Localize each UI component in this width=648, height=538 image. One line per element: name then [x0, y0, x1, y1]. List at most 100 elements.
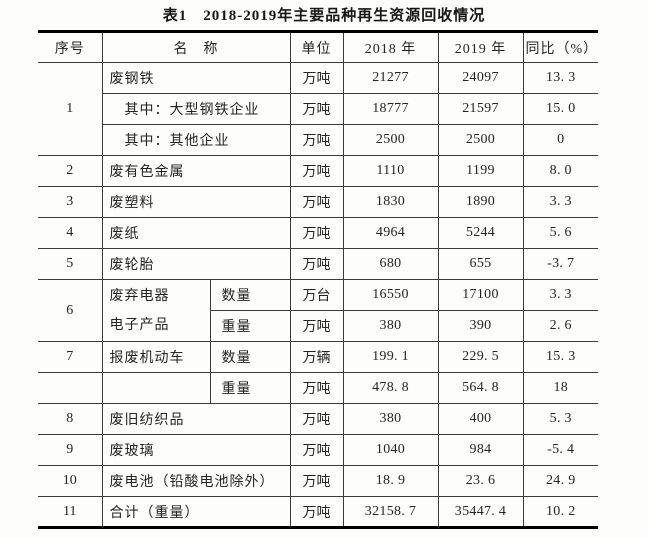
- cell-yoy: 24. 9: [522, 465, 598, 497]
- cell-2018: 380: [342, 310, 439, 342]
- col-header-name: 名 称: [101, 31, 291, 63]
- cell-index: 2: [38, 155, 103, 187]
- cell-unit: 万辆: [289, 341, 344, 373]
- table-row: 7 报废机动车 数量 万辆 199. 1 229. 5 15. 3: [38, 341, 598, 373]
- table-row: 重量 万吨 478. 8 564. 8 18: [38, 372, 598, 404]
- cell-unit: 万吨: [289, 62, 344, 94]
- table-row: 11 合计（重量） 万吨 32158. 7 35447. 4 10. 2: [38, 496, 598, 528]
- cell-2019: 400: [437, 403, 524, 435]
- cell-2018: 18. 9: [342, 465, 439, 497]
- cell-2018: 680: [342, 248, 439, 280]
- cell-yoy: 8. 0: [522, 155, 598, 187]
- cell-unit: 万吨: [289, 465, 344, 497]
- table-row: 4 废纸 万吨 4964 5244 5. 6: [38, 217, 598, 249]
- cell-name: 报废机动车: [101, 341, 211, 373]
- cell-2019: 5244: [437, 217, 524, 249]
- cell-2019: 1890: [437, 186, 524, 218]
- cell-unit: 万吨: [289, 496, 344, 528]
- table-title: 表1 2018-2019年主要品种再生资源回收情况: [162, 8, 486, 24]
- table-row: 10 废电池（铅酸电池除外） 万吨 18. 9 23. 6 24. 9: [38, 465, 598, 497]
- cell-2019: 21597: [437, 93, 524, 125]
- cell-index: 5: [38, 248, 103, 280]
- cell-name: 废有色金属: [101, 155, 291, 187]
- cell-index: 3: [38, 186, 103, 218]
- cell-2019: 984: [437, 434, 524, 466]
- table-row: 6 废弃电器电子产品 数量 万台 16550 17100 3. 3: [38, 279, 598, 342]
- cell-name: 废轮胎: [101, 248, 291, 280]
- cell-yoy: 15. 0: [522, 93, 598, 125]
- cell-2018: 4964: [342, 217, 439, 249]
- cell-index: 4: [38, 217, 103, 249]
- recycling-stats-table: 序号 名 称 单位 2018 年 2019 年 同比（%） 1 废钢铁 万吨 2…: [38, 30, 598, 529]
- cell-index: 1: [38, 62, 103, 156]
- cell-index: 7: [38, 341, 103, 373]
- table-row: 9 废玻璃 万吨 1040 984 -5. 4: [38, 434, 598, 466]
- cell-index: 8: [38, 403, 103, 435]
- cell-yoy: 18: [522, 372, 598, 404]
- cell-2019: 655: [437, 248, 524, 280]
- header-row: 序号 名 称 单位 2018 年 2019 年 同比（%）: [38, 31, 598, 63]
- cell-name: 其中：大型钢铁企业: [102, 93, 291, 125]
- cell-name: [101, 372, 211, 404]
- cell-subcategory: 数量: [209, 279, 291, 311]
- cell-2019: 24097: [437, 62, 524, 94]
- cell-name: 废纸: [101, 217, 291, 249]
- cell-unit: 万吨: [289, 403, 344, 435]
- cell-2019: 390: [437, 310, 524, 342]
- cell-2019: 1199: [437, 155, 524, 187]
- col-header-2018: 2018 年: [342, 31, 439, 63]
- cell-2019: 23. 6: [437, 465, 524, 497]
- table-row: 8 废旧纺织品 万吨 380 400 5. 3: [38, 403, 598, 435]
- cell-2018: 478. 8: [342, 372, 439, 404]
- cell-2019: 17100: [437, 279, 524, 311]
- cell-unit: 万吨: [289, 124, 344, 156]
- col-header-unit: 单位: [289, 31, 344, 63]
- cell-yoy: 2. 6: [522, 310, 598, 342]
- cell-index: 9: [38, 434, 103, 466]
- table-row: 2 废有色金属 万吨 1110 1199 8. 0: [38, 155, 598, 187]
- cell-subcategory: 重量: [209, 372, 291, 404]
- col-header-yoy: 同比（%）: [522, 31, 598, 63]
- cell-name: 废玻璃: [101, 434, 291, 466]
- table-row: 1 废钢铁 万吨 21277 24097 13. 3: [38, 62, 598, 156]
- cell-2018: 1040: [342, 434, 439, 466]
- cell-unit: 万吨: [289, 372, 344, 404]
- cell-2019: 564. 8: [437, 372, 524, 404]
- cell-yoy: 13. 3: [522, 62, 598, 94]
- cell-subcategory: 重量: [210, 310, 291, 342]
- cell-unit: 万吨: [289, 217, 344, 249]
- table-row: 其中：大型钢铁企业 万吨 18777 21597 15. 0: [38, 93, 598, 125]
- cell-2018: 2500: [342, 124, 439, 156]
- cell-2018: 16550: [342, 279, 439, 311]
- cell-yoy: 5. 6: [522, 217, 598, 249]
- cell-unit: 万吨: [289, 93, 344, 125]
- cell-name: 废旧纺织品: [101, 403, 291, 435]
- cell-unit: 万台: [289, 279, 344, 311]
- cell-unit: 万吨: [289, 155, 344, 187]
- col-header-index: 序号: [38, 31, 103, 63]
- cell-name: 其中：其他企业: [102, 124, 291, 156]
- cell-index: 6: [38, 279, 103, 342]
- cell-yoy: 15. 3: [522, 341, 598, 373]
- cell-yoy: 3. 3: [522, 279, 598, 311]
- cell-yoy: -5. 4: [522, 434, 598, 466]
- cell-yoy: 3. 3: [522, 186, 598, 218]
- table-row: 5 废轮胎 万吨 680 655 -3. 7: [38, 248, 598, 280]
- cell-unit: 万吨: [289, 310, 344, 342]
- cell-yoy: 10. 2: [522, 496, 598, 528]
- cell-2019: 2500: [437, 124, 524, 156]
- table-row: 其中：其他企业 万吨 2500 2500 0: [38, 124, 598, 156]
- table-row: 3 废塑料 万吨 1830 1890 3. 3: [38, 186, 598, 218]
- cell-index: 10: [38, 465, 103, 497]
- cell-2018: 380: [342, 403, 439, 435]
- cell-unit: 万吨: [289, 248, 344, 280]
- cell-name: 废弃电器电子产品: [101, 279, 211, 342]
- cell-2018: 21277: [342, 62, 439, 94]
- cell-2018: 32158. 7: [342, 496, 439, 528]
- cell-unit: 万吨: [289, 186, 344, 218]
- cell-name: 合计（重量）: [101, 496, 291, 528]
- cell-2019: 229. 5: [437, 341, 524, 373]
- cell-yoy: 0: [522, 124, 598, 156]
- cell-yoy: 5. 3: [522, 403, 598, 435]
